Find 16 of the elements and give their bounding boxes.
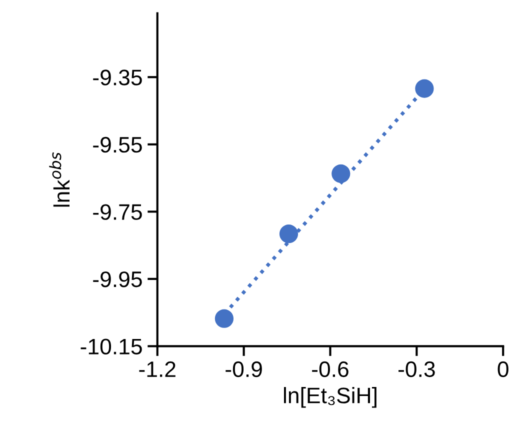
y-tick-label: -9.75 [93, 204, 142, 220]
x-tick-label: 0 [498, 361, 508, 378]
x-tick-label: -0.3 [398, 361, 435, 378]
point [279, 224, 298, 244]
point [415, 79, 434, 98]
x-tick-label: -0.9 [226, 361, 262, 378]
x-tick-label: -0.6 [312, 361, 348, 378]
y-tick-label: -10.15 [80, 338, 142, 354]
y-axis-title: lnk$^{obs}$ [49, 152, 70, 207]
point [214, 309, 234, 328]
y-tick-label: -9.55 [93, 136, 142, 153]
x-tick-label: -1.2 [139, 361, 176, 377]
y-tick-label: -9.95 [93, 271, 142, 288]
y-tick-label: -9.35 [93, 70, 142, 86]
point [332, 164, 350, 183]
x-axis-title: ln[Et₃SiH] [284, 387, 376, 408]
